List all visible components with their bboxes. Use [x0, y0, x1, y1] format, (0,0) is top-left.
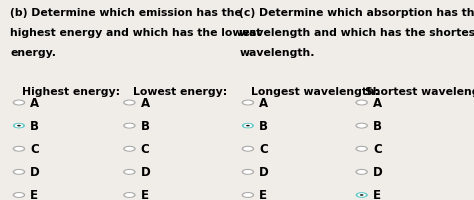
Text: E: E	[373, 189, 381, 200]
Text: A: A	[259, 97, 268, 109]
Text: A: A	[373, 97, 382, 109]
Ellipse shape	[242, 193, 254, 197]
Text: C: C	[141, 143, 149, 155]
Ellipse shape	[242, 147, 254, 151]
Text: Highest energy:: Highest energy:	[22, 87, 120, 97]
Ellipse shape	[125, 147, 134, 151]
Ellipse shape	[15, 170, 23, 174]
Ellipse shape	[356, 101, 367, 105]
Ellipse shape	[244, 170, 252, 174]
Ellipse shape	[13, 193, 25, 197]
Ellipse shape	[124, 170, 135, 174]
Ellipse shape	[357, 147, 366, 151]
Text: C: C	[373, 143, 382, 155]
Text: wavelength and which has the shortest: wavelength and which has the shortest	[239, 28, 474, 38]
Text: Lowest energy:: Lowest energy:	[133, 87, 227, 97]
Ellipse shape	[125, 101, 134, 105]
Text: B: B	[373, 120, 382, 132]
Text: highest energy and which has the lowest: highest energy and which has the lowest	[10, 28, 262, 38]
Ellipse shape	[357, 170, 366, 174]
Ellipse shape	[356, 124, 367, 128]
Ellipse shape	[17, 125, 21, 127]
Ellipse shape	[125, 170, 134, 174]
Ellipse shape	[124, 124, 135, 128]
Ellipse shape	[15, 124, 23, 128]
Text: wavelength.: wavelength.	[239, 48, 315, 58]
Text: Longest wavelength:: Longest wavelength:	[251, 87, 380, 97]
Ellipse shape	[13, 147, 25, 151]
Text: D: D	[259, 166, 269, 178]
Ellipse shape	[360, 194, 364, 196]
Ellipse shape	[357, 101, 366, 105]
Text: D: D	[141, 166, 151, 178]
Text: Shortest wavelength:: Shortest wavelength:	[365, 87, 474, 97]
Text: energy.: energy.	[10, 48, 56, 58]
Text: A: A	[141, 97, 150, 109]
Text: D: D	[30, 166, 40, 178]
Ellipse shape	[356, 170, 367, 174]
Ellipse shape	[124, 193, 135, 197]
Ellipse shape	[242, 170, 254, 174]
Ellipse shape	[244, 147, 252, 151]
Text: B: B	[30, 120, 39, 132]
Ellipse shape	[357, 124, 366, 128]
Ellipse shape	[125, 124, 134, 128]
Text: (c) Determine which absorption has the longest: (c) Determine which absorption has the l…	[239, 8, 474, 18]
Ellipse shape	[244, 193, 252, 197]
Text: (b) Determine which emission has the: (b) Determine which emission has the	[10, 8, 242, 18]
Ellipse shape	[13, 170, 25, 174]
Ellipse shape	[125, 193, 134, 197]
Ellipse shape	[357, 193, 366, 197]
Text: B: B	[259, 120, 268, 132]
Ellipse shape	[124, 101, 135, 105]
Text: E: E	[30, 189, 38, 200]
Ellipse shape	[242, 124, 254, 128]
Text: B: B	[141, 120, 150, 132]
Ellipse shape	[13, 101, 25, 105]
Ellipse shape	[15, 193, 23, 197]
Ellipse shape	[242, 101, 254, 105]
Text: D: D	[373, 166, 383, 178]
Ellipse shape	[124, 147, 135, 151]
Ellipse shape	[244, 124, 252, 128]
Text: C: C	[30, 143, 39, 155]
Text: E: E	[259, 189, 267, 200]
Ellipse shape	[15, 147, 23, 151]
Text: A: A	[30, 97, 39, 109]
Ellipse shape	[13, 124, 25, 128]
Ellipse shape	[246, 125, 250, 127]
Ellipse shape	[15, 101, 23, 105]
Text: E: E	[141, 189, 149, 200]
Ellipse shape	[356, 193, 367, 197]
Ellipse shape	[244, 101, 252, 105]
Text: C: C	[259, 143, 268, 155]
Ellipse shape	[356, 147, 367, 151]
